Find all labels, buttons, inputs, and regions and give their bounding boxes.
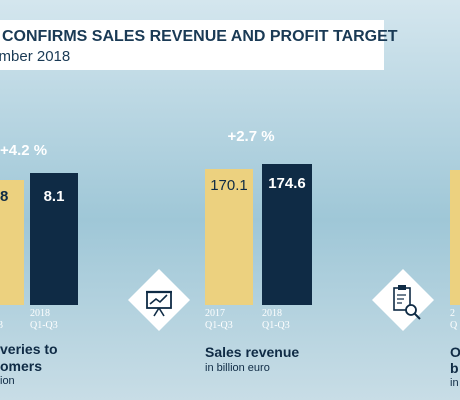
bar-2017-third xyxy=(450,170,460,305)
title-line2-deliveries: omers xyxy=(0,358,42,374)
unit-label-third: in xyxy=(450,377,459,389)
clipboard-magnifier-icon xyxy=(372,269,434,331)
unit-label-deliveries: ion xyxy=(0,375,15,387)
chart-group-sales-revenue: +2.7 % 170.1 174.6 2017 Q1-Q3 2018 Q1-Q3… xyxy=(205,128,312,374)
bar-2018-sales xyxy=(262,164,312,305)
value-label-2018-deliveries: 8.1 xyxy=(44,188,65,205)
value-label-2018-sales: 174.6 xyxy=(268,175,306,192)
value-label-2017-sales: 170.1 xyxy=(210,177,248,194)
title-line1-third: O xyxy=(450,344,460,360)
tick-partial-deliveries: 3 xyxy=(0,320,3,331)
title-line2-third: b xyxy=(450,360,459,376)
tick-period-third: Q xyxy=(450,320,458,331)
title-sales: Sales revenue xyxy=(205,344,299,360)
title-line1-deliveries: veries to xyxy=(0,341,58,357)
tick-2018-period-deliveries: Q1-Q3 xyxy=(30,320,58,331)
tick-2017-period-sales: Q1-Q3 xyxy=(205,320,233,331)
page-title: N CONFIRMS SALES REVENUE AND PROFIT TARG… xyxy=(0,28,398,45)
unit-label-sales: in billion euro xyxy=(205,362,270,374)
bar-2018-deliveries xyxy=(30,173,78,305)
chart-group-third: 2 Q O b in xyxy=(450,170,460,389)
page-subtitle: tember 2018 xyxy=(0,48,71,65)
change-label-deliveries: +4.2 % xyxy=(0,142,47,159)
tick-2018-period-sales: Q1-Q3 xyxy=(262,320,290,331)
presentation-chart-icon xyxy=(128,269,190,331)
tick-year-third: 2 xyxy=(450,308,455,319)
change-label-sales: +2.7 % xyxy=(227,128,274,145)
bar-2017-sales xyxy=(205,169,253,305)
value-label-2017-deliveries: 8 xyxy=(0,188,8,205)
bar-2017-deliveries xyxy=(0,180,24,305)
tick-2018-year-sales: 2018 xyxy=(262,308,282,319)
tick-2017-year-sales: 2017 xyxy=(205,308,225,319)
chart-group-deliveries: +4.2 % 8 8.1 3 2018 Q1-Q3 veries to omer… xyxy=(0,142,78,387)
tick-2018-year-deliveries: 2018 xyxy=(30,308,50,319)
title-banner: N CONFIRMS SALES REVENUE AND PROFIT TARG… xyxy=(0,20,398,70)
